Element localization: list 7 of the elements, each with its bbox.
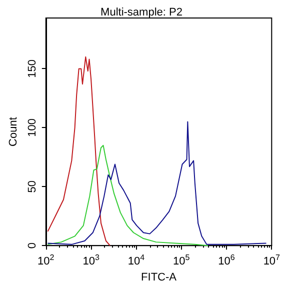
y-tick-label: 50 xyxy=(26,180,38,193)
x-axis-title: FITC-A xyxy=(141,272,178,284)
y-tick-label: 0 xyxy=(26,242,38,249)
y-tick-label: 150 xyxy=(26,60,38,78)
y-tick-label: 100 xyxy=(26,118,38,137)
y-axis-title: Count xyxy=(8,117,20,146)
chart-title: Multi-sample: P2 xyxy=(100,6,182,18)
